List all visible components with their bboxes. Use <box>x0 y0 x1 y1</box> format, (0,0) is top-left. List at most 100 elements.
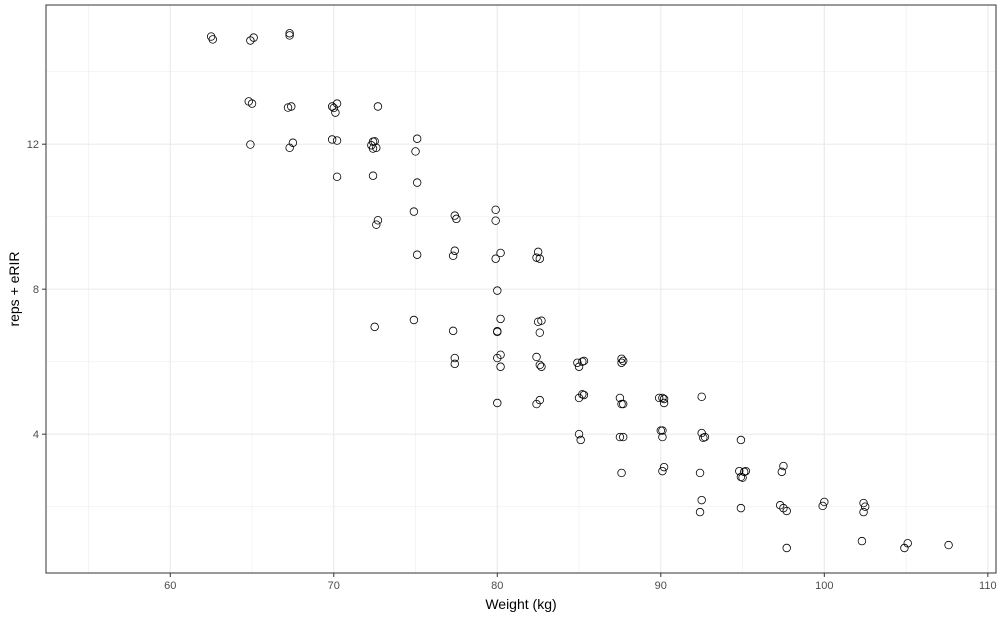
data-point <box>944 540 953 550</box>
data-point <box>368 171 378 180</box>
data-point <box>288 138 298 147</box>
data-point <box>820 497 829 507</box>
data-point <box>450 246 459 255</box>
x-axis-ticks: 60 70 80 90 100 110 <box>164 573 997 592</box>
data-point <box>412 250 422 259</box>
data-point <box>658 393 667 403</box>
data-point <box>658 426 667 435</box>
data-point <box>818 501 827 511</box>
data-point <box>496 248 505 258</box>
data-point <box>615 432 625 442</box>
data-point <box>370 137 379 146</box>
data-point <box>618 432 628 442</box>
data-point <box>738 473 747 482</box>
data-point <box>700 432 710 442</box>
data-point <box>532 253 541 262</box>
data-point <box>782 543 791 553</box>
data-point <box>249 33 258 42</box>
y-tick-label: 4 <box>33 429 39 441</box>
y-tick-label: 12 <box>27 139 39 151</box>
data-point <box>617 358 626 367</box>
data-point <box>736 503 746 513</box>
data-point <box>739 467 749 477</box>
data-point <box>372 143 381 153</box>
data-point <box>532 352 541 362</box>
x-tick-label: 60 <box>164 580 176 592</box>
data-point <box>900 543 909 553</box>
data-point <box>859 498 868 508</box>
y-axis-ticks: 4 8 12 <box>27 139 46 441</box>
data-point <box>535 395 545 405</box>
data-point <box>860 502 870 511</box>
data-point <box>617 354 626 363</box>
data-point <box>246 36 255 45</box>
data-point <box>332 99 342 108</box>
data-point <box>659 394 669 404</box>
data-point <box>496 350 505 359</box>
data-point <box>491 216 500 225</box>
data-point <box>496 314 505 324</box>
data-point <box>736 435 746 445</box>
data-point <box>697 495 706 505</box>
data-point <box>857 536 867 546</box>
data-point <box>699 433 708 442</box>
data-point <box>373 216 383 225</box>
data-point <box>372 220 381 229</box>
data-point <box>576 435 585 445</box>
data-point <box>332 172 342 182</box>
data-point <box>735 466 744 476</box>
data-point <box>533 317 543 327</box>
data-point <box>695 507 705 517</box>
data-point <box>537 362 546 371</box>
data-point <box>287 102 296 111</box>
data-point <box>285 29 294 38</box>
x-tick-label: 70 <box>328 580 340 592</box>
data-point <box>493 398 502 408</box>
data-point <box>411 147 420 156</box>
data-point <box>537 316 546 325</box>
data-point <box>654 393 664 403</box>
data-point <box>247 99 257 108</box>
data-point <box>573 358 582 367</box>
data-point <box>741 466 751 476</box>
data-point <box>491 205 500 214</box>
data-point <box>450 359 459 369</box>
data-point <box>208 35 217 44</box>
data-point <box>373 102 383 111</box>
data-point <box>283 103 293 112</box>
data-point <box>493 286 502 295</box>
data-point <box>695 468 705 478</box>
data-point <box>329 103 338 113</box>
data-point <box>578 357 587 366</box>
data-point <box>533 247 543 257</box>
data-point <box>535 360 545 370</box>
data-point <box>659 398 669 408</box>
data-point <box>535 328 545 337</box>
data-point <box>535 254 545 263</box>
data-point <box>412 178 422 187</box>
data-point <box>697 392 706 402</box>
data-point <box>579 356 589 366</box>
data-point <box>409 315 419 325</box>
data-point <box>448 251 458 261</box>
x-tick-label: 90 <box>655 580 667 592</box>
data-point <box>450 353 459 363</box>
data-point <box>496 362 505 371</box>
data-point <box>859 507 868 517</box>
data-point <box>658 432 667 442</box>
data-point <box>493 353 502 363</box>
data-points <box>206 29 953 553</box>
x-tick-label: 100 <box>815 580 833 592</box>
data-point <box>493 327 502 336</box>
data-point <box>412 134 422 143</box>
x-tick-label: 110 <box>979 580 997 592</box>
data-point <box>579 390 589 400</box>
data-point <box>327 135 337 144</box>
data-point <box>452 214 461 224</box>
data-point <box>779 503 788 513</box>
data-point <box>574 429 584 439</box>
data-point <box>658 466 667 476</box>
y-tick-label: 8 <box>33 284 39 296</box>
data-point <box>246 140 255 149</box>
